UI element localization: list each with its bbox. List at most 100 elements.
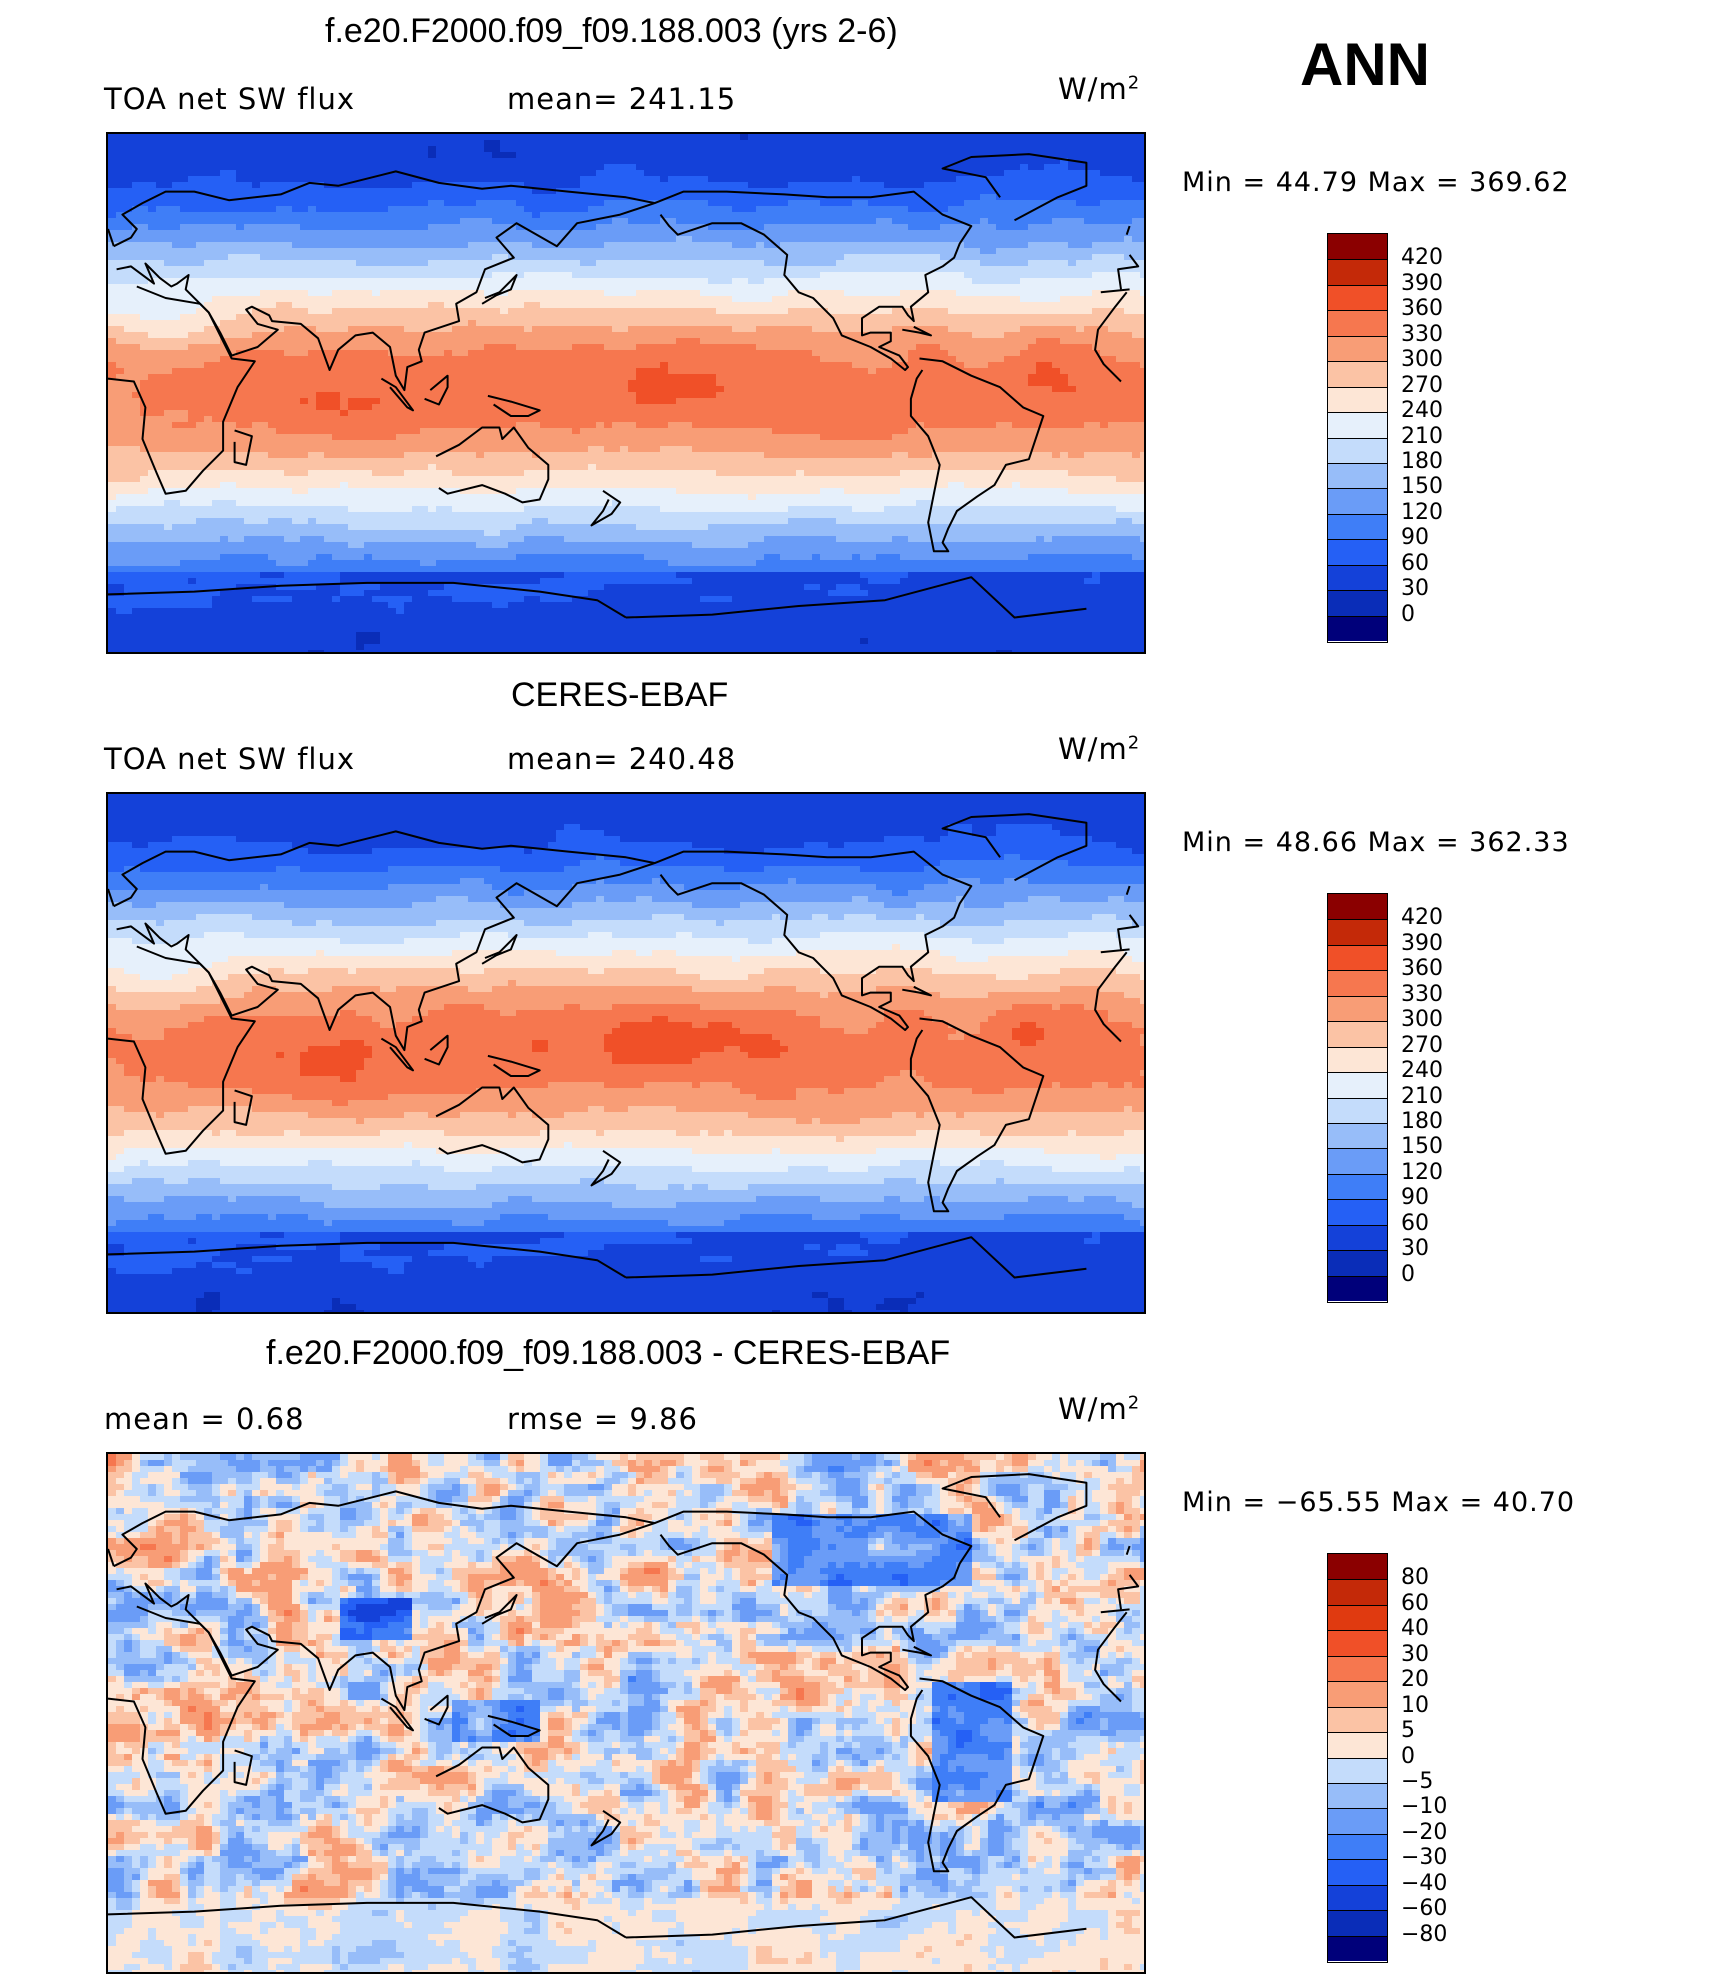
coastline <box>902 985 932 997</box>
coastline <box>909 1017 1045 1213</box>
colorbar-segment <box>1328 386 1387 413</box>
panel-1-mean-label: mean= 241.15 <box>507 82 736 116</box>
colorbar-segment <box>1328 944 1387 971</box>
colorbar-tick-label: 420 <box>1401 905 1443 930</box>
coastline <box>108 1901 627 1939</box>
panel-3-mean-label: mean = 0.68 <box>104 1402 305 1436</box>
coastline <box>1125 1545 1131 1556</box>
colorbar-segment <box>1328 1910 1387 1936</box>
colorbar-tick-label: 0 <box>1401 1262 1415 1287</box>
colorbar-tick-label: 180 <box>1401 1109 1443 1134</box>
colorbar-segment <box>1328 310 1387 336</box>
colorbar-segment <box>1328 1833 1387 1860</box>
coastline <box>233 1749 253 1786</box>
coastline <box>1094 951 1128 1043</box>
coastline <box>909 357 1045 553</box>
coastline <box>233 429 253 466</box>
coastline <box>108 1241 627 1279</box>
colorbar-segment <box>1328 1604 1387 1631</box>
colorbar-segment <box>1328 462 1387 489</box>
coastline <box>108 888 115 907</box>
colorbar-segment <box>1328 1655 1387 1682</box>
panel-3-map <box>106 1452 1146 1974</box>
colorbar-segment <box>1328 1148 1387 1174</box>
colorbar-tick-label: 210 <box>1401 424 1443 449</box>
coastline <box>113 170 656 392</box>
colorbar-tick-label: 120 <box>1401 500 1443 525</box>
colorbar-segment <box>1328 412 1387 438</box>
colorbar-tick-label: 30 <box>1401 1642 1429 1667</box>
panel-2-map <box>106 792 1146 1314</box>
panel-1-map <box>106 132 1146 654</box>
coastline <box>424 1694 449 1726</box>
panel-2-units: W/m2 <box>1058 732 1140 766</box>
coastline <box>625 1236 1087 1279</box>
panel-3-rmse-label: rmse = 9.86 <box>507 1402 698 1436</box>
colorbar-segment <box>1328 234 1387 260</box>
colorbar-tick-label: −30 <box>1401 1845 1447 1870</box>
colorbar-segment <box>1328 995 1387 1022</box>
colorbar-tick-label: 240 <box>1401 1058 1443 1083</box>
colorbar-segment <box>1328 1808 1387 1834</box>
coastline <box>1125 885 1131 896</box>
colorbar-segment <box>1328 1046 1387 1073</box>
coastline <box>941 813 1088 882</box>
colorbar-segment <box>1328 1706 1387 1733</box>
coastline <box>1094 1611 1128 1703</box>
colorbar-segment <box>1328 1681 1387 1707</box>
colorbar-tick-label: 0 <box>1401 602 1415 627</box>
colorbar-tick-label: 360 <box>1401 296 1443 321</box>
colorbar-segment <box>1328 1250 1387 1276</box>
coastline <box>625 576 1087 619</box>
panel-2-minmax: Min = 48.66 Max = 362.33 <box>1182 827 1570 858</box>
coastline <box>1117 254 1140 290</box>
season-label: ANN <box>1300 30 1430 99</box>
map-field-svg <box>108 794 1144 1312</box>
colorbar-tick-label: 240 <box>1401 398 1443 423</box>
panel-3-colorbar <box>1327 1553 1388 1963</box>
coastline <box>1100 288 1130 294</box>
coastline <box>1094 291 1128 383</box>
colorbar-tick-label: 60 <box>1401 551 1429 576</box>
colorbar-tick-label: −40 <box>1401 1871 1447 1896</box>
colorbar-segment <box>1328 564 1387 591</box>
coastline <box>1100 948 1130 954</box>
coastline <box>113 1490 656 1712</box>
colorbar-segment <box>1328 335 1387 362</box>
coastline <box>380 1697 414 1732</box>
colorbar-segment <box>1328 1757 1387 1783</box>
coastline <box>380 377 414 412</box>
coastline <box>941 1473 1088 1542</box>
colorbar-segment <box>1328 1173 1387 1200</box>
colorbar-tick-label: 330 <box>1401 982 1443 1007</box>
colorbar-segment <box>1328 1122 1387 1149</box>
panel-1-minmax: Min = 44.79 Max = 369.62 <box>1182 167 1570 198</box>
colorbar-tick-label: 390 <box>1401 271 1443 296</box>
colorbar-segment <box>1328 1021 1387 1047</box>
colorbar-tick-label: 120 <box>1401 1160 1443 1185</box>
colorbar-tick-label: 90 <box>1401 525 1429 550</box>
coastline <box>1117 914 1140 950</box>
colorbar-segment <box>1328 488 1387 514</box>
colorbar-segment <box>1328 1554 1387 1580</box>
coastline <box>902 1645 932 1657</box>
colorbar-tick-label: 180 <box>1401 449 1443 474</box>
panel-2-title: CERES-EBAF <box>511 676 728 715</box>
colorbar-tick-label: 5 <box>1401 1718 1415 1743</box>
colorbar-tick-label: 30 <box>1401 1236 1429 1261</box>
colorbar-segment <box>1328 361 1387 387</box>
colorbar-tick-label: 360 <box>1401 956 1443 981</box>
colorbar-segment <box>1328 1579 1387 1605</box>
coastline <box>481 274 518 305</box>
colorbar-segment <box>1328 590 1387 616</box>
panel-2-colorbar <box>1327 893 1388 1303</box>
colorbar-segment <box>1328 1859 1387 1885</box>
colorbar-tick-label: 150 <box>1401 474 1443 499</box>
coastline <box>435 426 550 504</box>
colorbar-tick-label: 10 <box>1401 1693 1429 1718</box>
coastline <box>654 1510 973 1691</box>
colorbar-segment <box>1328 1097 1387 1123</box>
colorbar-tick-label: 300 <box>1401 1007 1443 1032</box>
colorbar-segment <box>1328 1732 1387 1758</box>
colorbar-segment <box>1328 1199 1387 1225</box>
